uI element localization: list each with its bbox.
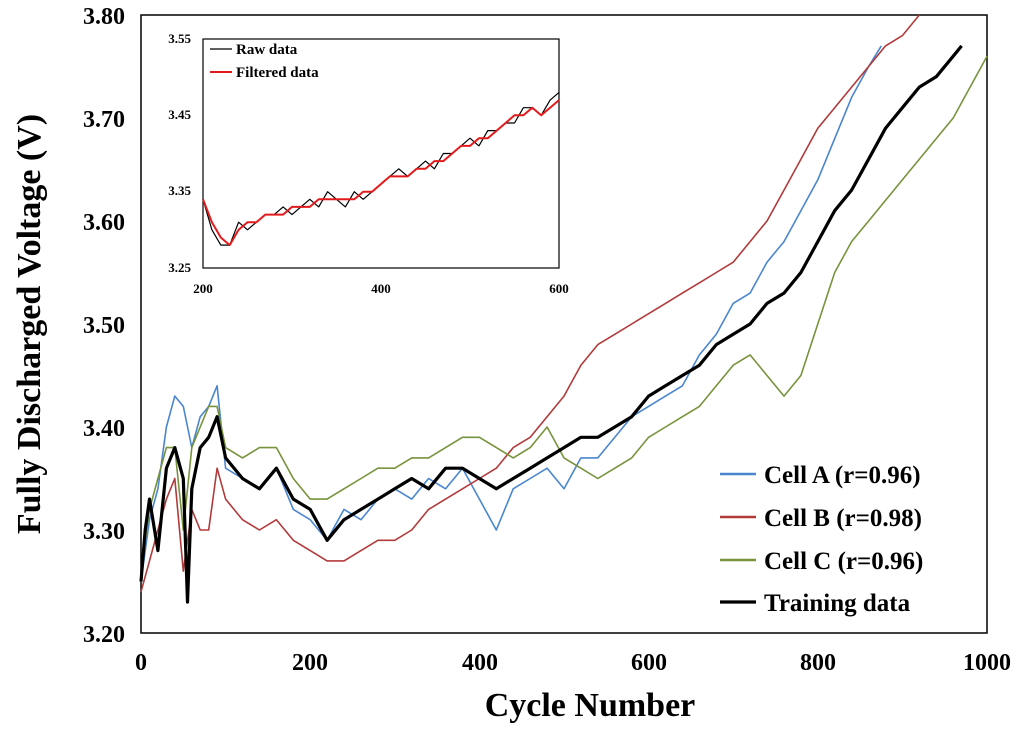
x-tick-label: 1000 [963, 650, 1011, 676]
x-tick-label: 400 [462, 650, 498, 676]
x-tick-labels: 0 200 400 600 800 1000 [135, 650, 1011, 676]
inset-y-tick-label: 3.25 [168, 260, 191, 275]
inset-legend: Raw data Filtered data [210, 42, 319, 81]
series-line-cell-c [140, 55, 988, 572]
legend-label-cell-c: Cell C (r=0.96) [764, 548, 923, 575]
main-plot-frame [140, 14, 988, 634]
x-tick-label: 600 [631, 650, 667, 676]
inset-frame [202, 38, 560, 269]
y-tick-label: 3.70 [83, 107, 125, 133]
y-tick-label: 3.30 [83, 519, 125, 545]
x-axis-title: Cycle Number [485, 687, 696, 724]
y-tick-label: 3.20 [83, 622, 125, 648]
x-tick-label: 800 [800, 650, 836, 676]
inset-x-tick-label: 200 [193, 281, 213, 296]
inset-x-tick-labels: 200 400 600 [193, 281, 569, 296]
y-tick-label: 3.80 [83, 4, 125, 30]
inset-series-filtered [202, 99, 560, 247]
x-tick-label: 200 [292, 650, 328, 676]
legend-label-training: Training data [764, 590, 911, 617]
y-axis-title: Fully Discharged Voltage (V) [11, 114, 48, 534]
y-tick-label: 3.60 [83, 210, 125, 236]
series-line-training [139, 44, 963, 604]
main-series [139, 14, 988, 604]
inset-y-tick-label: 3.45 [168, 107, 191, 122]
series-line-cell-b [140, 14, 920, 593]
inset-chart: 3.55 3.45 3.35 3.25 200 400 600 Raw data… [168, 31, 569, 296]
inset-y-tick-label: 3.35 [168, 183, 191, 198]
x-tick-label: 0 [135, 650, 147, 676]
y-tick-label: 3.50 [83, 313, 125, 339]
y-tick-label: 3.40 [83, 416, 125, 442]
legend-label-cell-a: Cell A (r=0.96) [764, 462, 921, 489]
inset-x-tick-label: 400 [371, 281, 391, 296]
inset-x-tick-label: 600 [549, 281, 569, 296]
legend-label-cell-b: Cell B (r=0.98) [764, 505, 922, 532]
inset-y-tick-label: 3.55 [168, 31, 191, 46]
inset-legend-label-raw: Raw data [236, 42, 298, 58]
y-tick-labels: 3.80 3.70 3.60 3.50 3.40 3.30 3.20 [83, 4, 125, 648]
inset-legend-label-filtered: Filtered data [236, 65, 319, 81]
legend: Cell A (r=0.96) Cell B (r=0.98) Cell C (… [720, 462, 923, 617]
inset-y-tick-labels: 3.55 3.45 3.35 3.25 [168, 31, 191, 275]
